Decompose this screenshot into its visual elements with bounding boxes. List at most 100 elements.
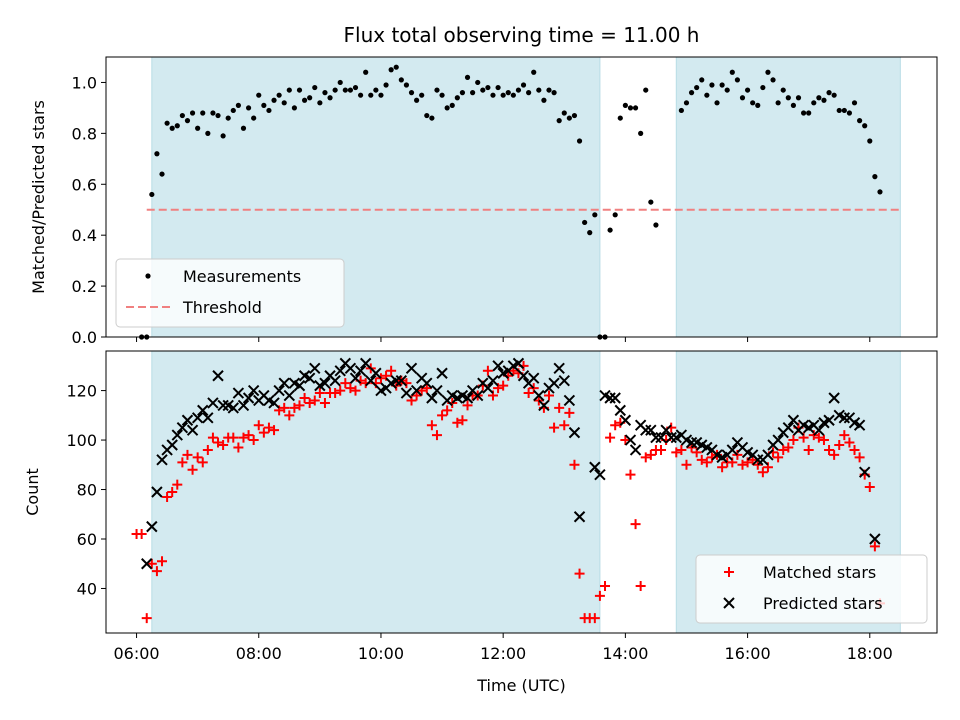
bottom-y-tick-label: 80	[77, 481, 97, 500]
predicted-star-point	[395, 374, 408, 387]
measurement-point	[200, 110, 206, 116]
predicted-star-point	[421, 377, 433, 389]
predicted-star-point	[146, 520, 158, 533]
x-tick-label: 06:00	[113, 644, 159, 663]
predicted-star-point	[589, 461, 601, 473]
matched-star-point	[482, 365, 493, 376]
measurement-point	[520, 82, 527, 88]
predicted-star-point	[166, 439, 178, 451]
measurement-point	[816, 95, 822, 101]
matched-star-point	[737, 459, 748, 470]
measurement-point	[734, 77, 740, 83]
measurement-point	[337, 79, 343, 86]
predicted-star-point	[609, 392, 621, 404]
matched-star-point	[177, 457, 188, 468]
predicted-star-point	[655, 431, 667, 444]
measurement-point	[592, 212, 598, 218]
measurement-point	[862, 123, 868, 129]
measurement-point	[312, 84, 318, 91]
measurement-point	[235, 102, 241, 108]
predicted-star-point	[197, 404, 209, 417]
measurement-point	[678, 107, 684, 114]
predicted-star-point	[212, 370, 224, 382]
matched-star-point	[610, 420, 621, 431]
predicted-star-point	[426, 392, 438, 404]
measurement-point	[556, 118, 562, 124]
measurement-point	[688, 90, 695, 96]
predicted-star-point	[191, 412, 204, 424]
bottom-y-tick-label: 100	[66, 431, 97, 450]
predicted-star-point	[640, 424, 652, 436]
predicted-star-point	[319, 377, 331, 389]
measurement-point	[811, 100, 817, 106]
matched-star-point	[645, 449, 656, 460]
matched-star-point	[437, 410, 448, 421]
matched-star-point	[263, 422, 274, 433]
measurement-point	[505, 90, 511, 96]
measurement-point	[587, 230, 593, 236]
matched-star-point	[314, 388, 325, 399]
measurement-point	[159, 171, 165, 177]
matched-star-point	[462, 400, 473, 411]
matched-star-point	[574, 568, 585, 579]
matched-star-point	[284, 410, 295, 421]
predicted-star-point	[186, 424, 199, 436]
top-y-tick-label: 0.4	[72, 226, 97, 245]
measurement-point	[495, 84, 501, 91]
measurement-point	[169, 125, 175, 131]
matched-star-point	[498, 380, 509, 391]
measurement-point	[347, 87, 354, 93]
predicted-star-point	[431, 384, 443, 397]
matched-star-point	[783, 442, 794, 453]
measurement-point	[296, 87, 303, 93]
predicted-star-point	[151, 486, 163, 498]
measurement-point	[846, 110, 853, 116]
measurement-point	[867, 138, 873, 144]
measurement-point	[174, 123, 180, 129]
predicted-star-point	[594, 468, 606, 481]
predicted-star-point	[309, 362, 321, 375]
measurement-point	[510, 92, 516, 98]
matched-star-point	[141, 613, 152, 624]
bottom-axes-frame	[105, 350, 938, 634]
x-tick-label: 16:00	[725, 644, 771, 663]
matched-star-point	[671, 447, 682, 458]
predicted-star-point	[283, 389, 296, 402]
predicted-star-point	[858, 466, 871, 478]
measurement-point	[342, 87, 348, 93]
predicted-star-point	[273, 384, 285, 397]
measurement-point	[857, 118, 863, 124]
matched-star-point	[365, 363, 376, 374]
measurement-point	[240, 125, 247, 131]
measurement-point	[765, 69, 771, 75]
matched-star-point	[701, 457, 712, 468]
predicted-star-point	[629, 444, 642, 456]
legend-measurements-marker	[145, 273, 151, 279]
top-y-tick-label: 0.8	[72, 124, 97, 143]
matched-star-point	[309, 395, 320, 406]
measurement-point	[632, 105, 639, 111]
matched-star-point	[564, 407, 575, 418]
matched-star-point	[834, 440, 845, 450]
measurement-point	[872, 174, 878, 180]
measurement-point	[266, 107, 272, 114]
measurement-point	[459, 90, 466, 96]
matched-star-point	[289, 402, 300, 413]
matched-star-point	[431, 430, 442, 441]
matched-star-point	[656, 444, 667, 455]
measurement-point	[245, 105, 252, 111]
top-panel: 0.0 0.2 0.4 0.6 0.8 1.0 Flux total observing …	[29, 23, 938, 347]
measurement-point	[378, 92, 384, 98]
predicted-star-point	[227, 402, 240, 414]
x-tick-label: 10:00	[358, 644, 404, 663]
measurement-point	[643, 87, 649, 93]
predicted-star-point	[303, 372, 316, 384]
measurement-point	[699, 77, 705, 83]
measurement-point	[836, 107, 842, 114]
predicted-star-point	[349, 372, 362, 384]
measurement-point	[755, 102, 761, 108]
matched-star-point	[543, 390, 554, 401]
predicted-star-point	[141, 558, 153, 570]
predicted-star-point	[548, 377, 560, 389]
measurement-point	[638, 130, 644, 136]
